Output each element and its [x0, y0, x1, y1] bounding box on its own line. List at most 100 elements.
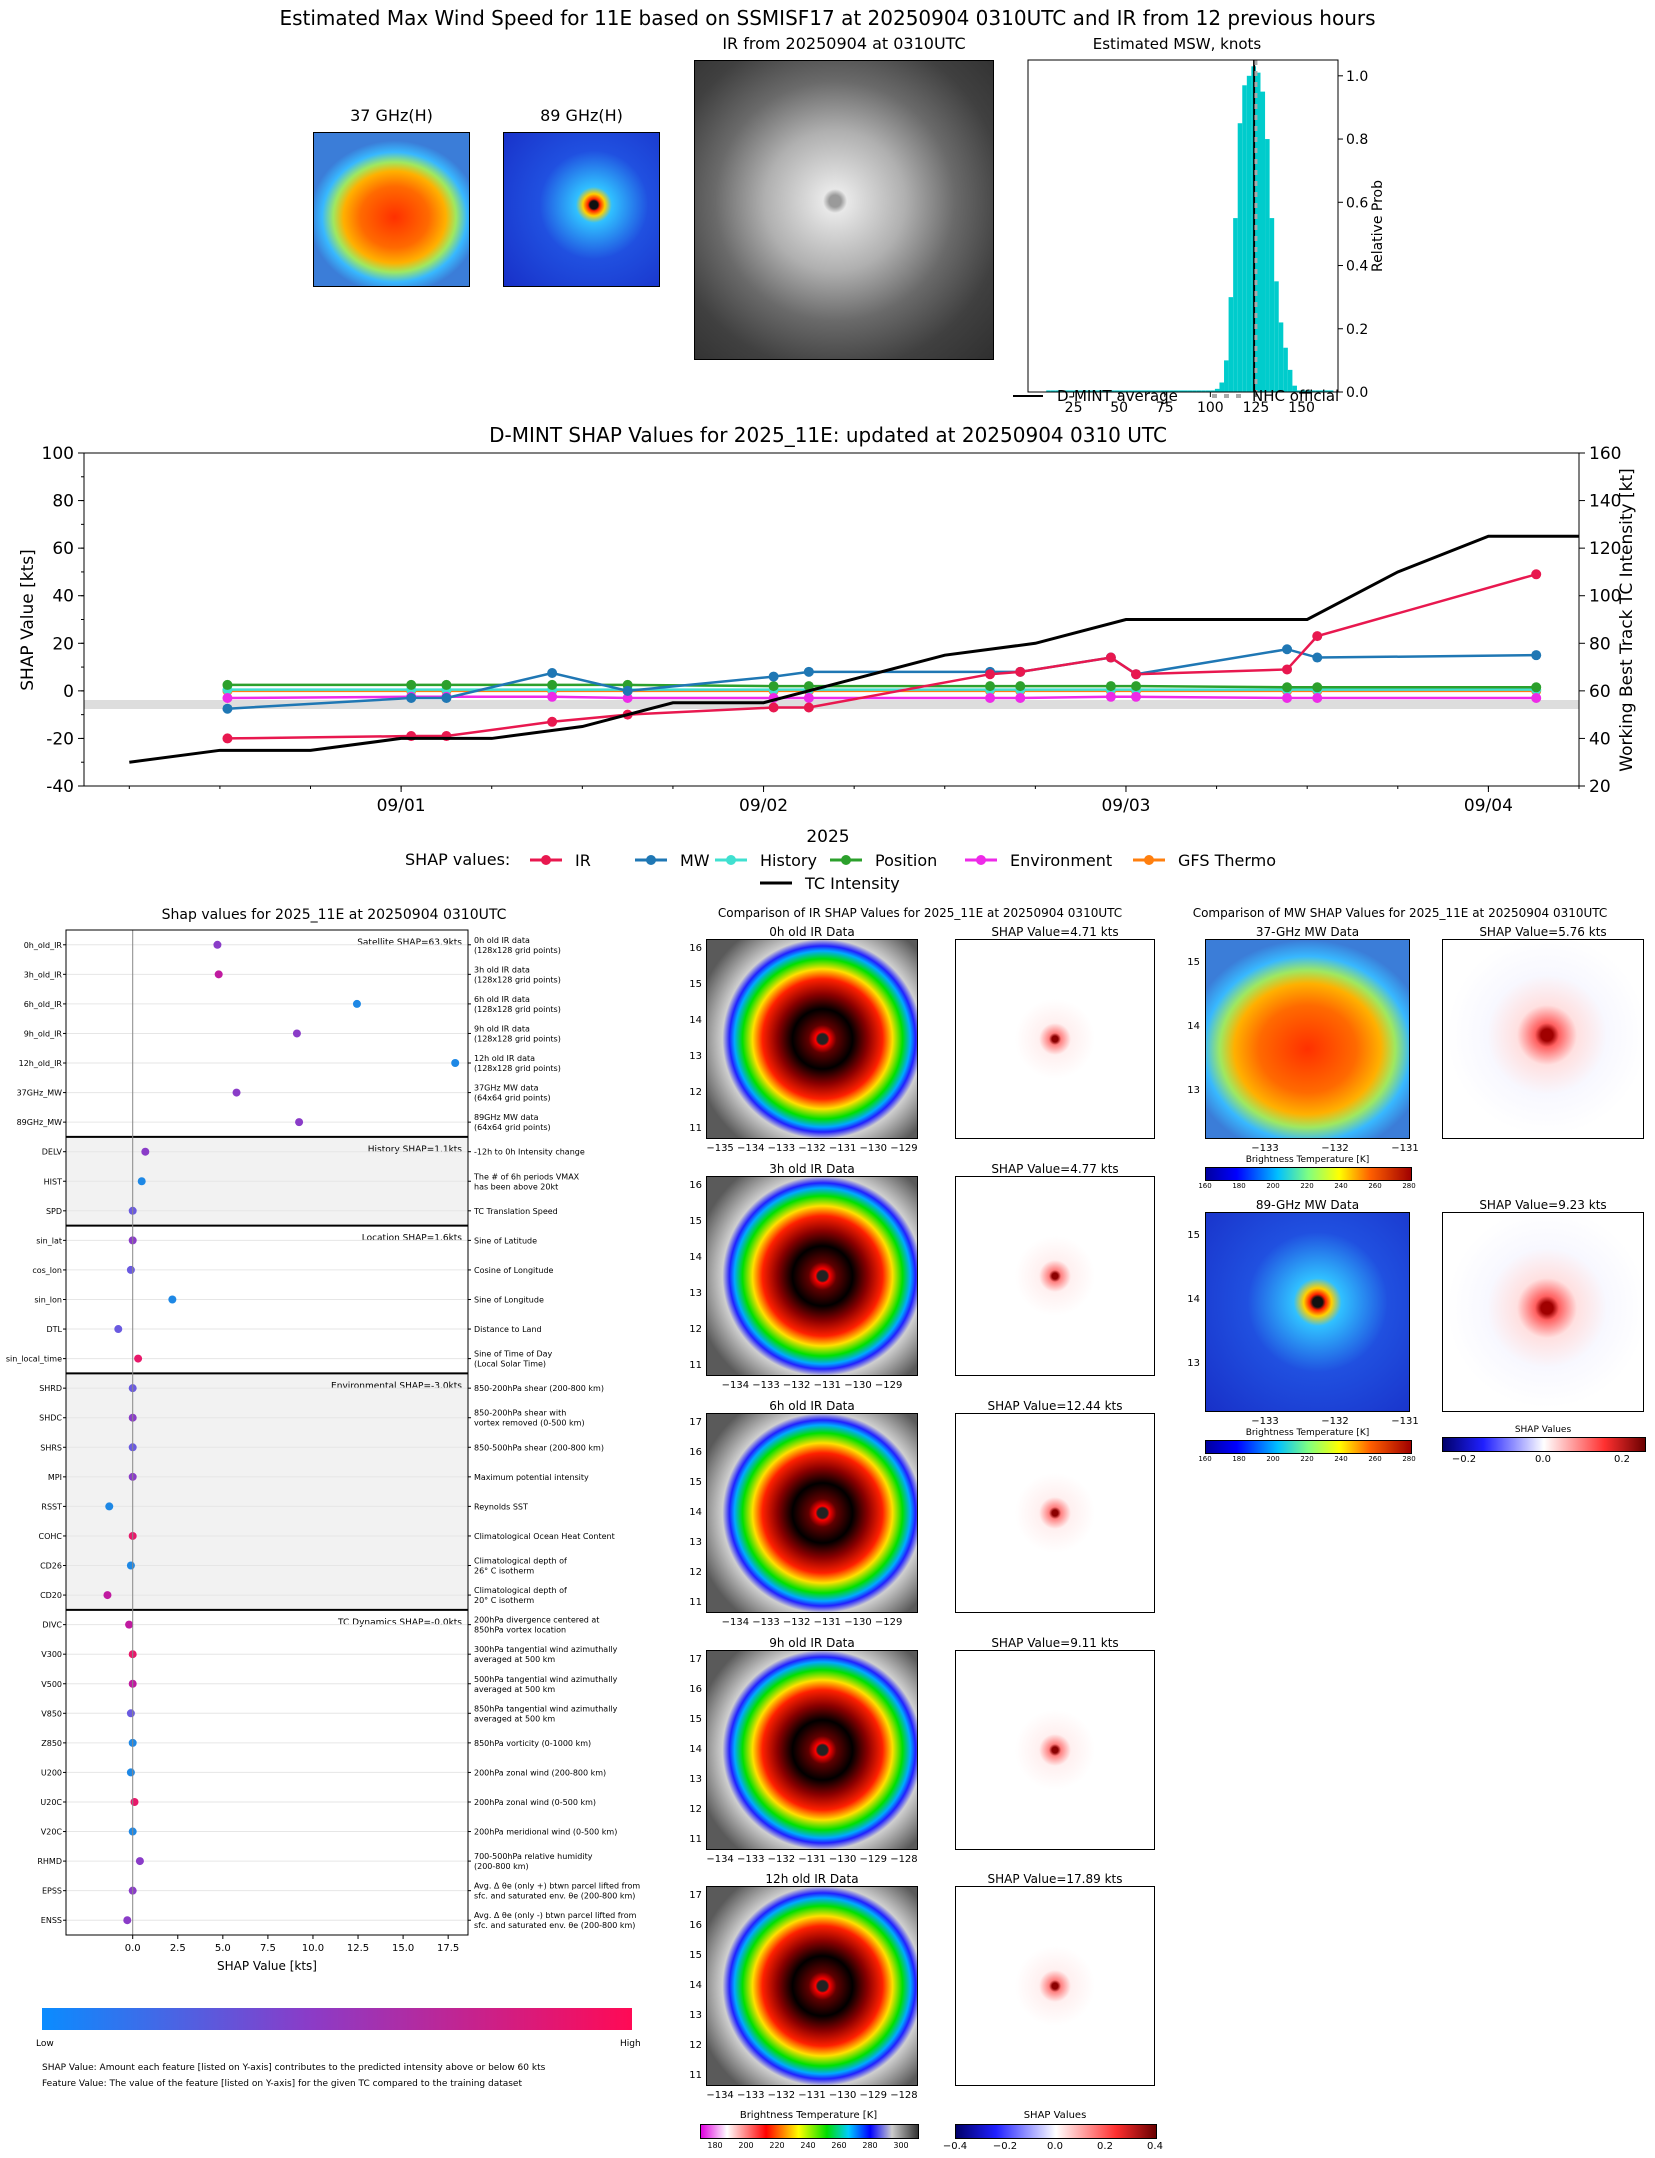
legend-marker [841, 855, 851, 865]
hist-bar [1196, 390, 1202, 392]
mw-row-bt-label: Brightness Temperature [K] [1245, 1155, 1370, 1165]
ir-ytick-label: 12 [689, 1567, 702, 1578]
ir-ytick-label: 12 [689, 2040, 702, 2051]
mw-bt-tick-label: 200 [1266, 1182, 1280, 1190]
hist-bar [1278, 322, 1284, 392]
ir-ytick-label: 12 [689, 1804, 702, 1815]
hist-bar [1100, 390, 1106, 392]
ir-row-yticks: 17 16 15 14 13 12 11 [682, 1886, 702, 2086]
hist-bar [1123, 390, 1129, 392]
hist-bars [1046, 66, 1334, 393]
series-point-mw [406, 692, 417, 703]
feature-name: CD20 [40, 1591, 62, 1600]
hist-bar [1096, 390, 1101, 392]
hist-bar [1160, 390, 1165, 392]
feature-point [126, 1265, 135, 1274]
ir-row-yticks: 17 16 15 14 13 12 11 [682, 1413, 702, 1613]
feature-description: Climatological Ocean Heat Content [474, 1532, 615, 1541]
hist-xtick-label: 25 [1065, 400, 1083, 415]
mw-bt-tick-label: 260 [1368, 1455, 1382, 1463]
shap-colorbar-label: SHAP Values [1023, 2110, 1087, 2121]
feature-name: DELV [42, 1148, 63, 1157]
mw-xtick-label: −131 [1391, 1143, 1419, 1154]
hist-bar [1242, 85, 1247, 393]
legend-label: Environment [1010, 851, 1112, 870]
hist-lines [1253, 60, 1258, 392]
series-line-position [227, 683, 1537, 689]
feature-point [126, 1561, 135, 1570]
ir-row-xticks: −134 −133 −132 −131 −130 −129 [721, 1617, 903, 1628]
feature-name: cos_lon [32, 1266, 62, 1275]
ts-legend-title: SHAP values: [405, 850, 510, 869]
mw-row-image [1205, 1212, 1410, 1412]
ir-ytick-label: 11 [689, 1597, 702, 1608]
ts-legend-items: IR MW History Position Environment GFS Thermo [530, 851, 1276, 870]
ts-yticks: -40 -20 0 20 40 60 80 100 [42, 444, 84, 797]
feature-name: Z850 [41, 1739, 62, 1748]
hist-bar [1214, 388, 1220, 392]
feature-point [126, 1768, 135, 1777]
hist-bar [1292, 385, 1297, 392]
series-point-ir [1312, 631, 1323, 642]
ir-ytick-label: 16 [689, 1447, 702, 1458]
feature-description: Avg. Δ θe (only +) btwn parcel lifted fr… [474, 1882, 640, 1891]
shap-tick-label: 0.4 [1147, 2141, 1163, 2152]
legend-marker [541, 855, 551, 865]
hist-bar [1141, 390, 1147, 392]
feature-name: ENSS [41, 1916, 62, 1925]
mw-bt-tick-label: 240 [1334, 1182, 1348, 1190]
mw-bt-tick-label: 260 [1368, 1182, 1382, 1190]
hist-bar [1128, 390, 1133, 392]
legend-marker [726, 855, 736, 865]
feature-description: 37GHz MW data [474, 1084, 539, 1093]
feature-description: (128x128 grid points) [474, 1034, 561, 1043]
ts-legend: SHAP values: IR MW History Position Environm… [405, 850, 1276, 893]
series-point-ir [1015, 666, 1026, 677]
hist-bar [1091, 390, 1097, 392]
ts-ylabel: SHAP Value [kts] [18, 549, 38, 691]
shap-colorbar-ticks: −0.4 −0.2 0.0 0.2 0.4 [943, 2141, 1163, 2153]
ir-ytick-label: 14 [689, 1507, 702, 1518]
feature-description: Sine of Longitude [474, 1295, 544, 1304]
hist-bar [1146, 390, 1152, 392]
ts-y2tick-label: 20 [1589, 777, 1611, 797]
shap-tick-label: 0.0 [1047, 2141, 1063, 2152]
feature-description: 12h old IR data [474, 1054, 535, 1063]
hist-xticks: 25 50 75 100 125 150 [1065, 392, 1315, 415]
hist-ytick-label: 0.2 [1346, 322, 1368, 338]
ts-y2tick-label: 80 [1589, 634, 1611, 654]
feature-point [105, 1502, 114, 1511]
feature-point [134, 1354, 143, 1363]
feature-point [135, 1857, 144, 1866]
ir-row-shap-title: SHAP Value=17.89 kts [987, 1872, 1123, 1886]
hist-bar [1301, 390, 1307, 392]
ghz37-title: 37 GHz(H) [350, 106, 433, 125]
hist-bar [1255, 72, 1261, 392]
ir-ytick-label: 11 [689, 1360, 702, 1371]
ts-ytick-label: -40 [46, 777, 74, 797]
series-point-position [985, 681, 996, 692]
ir-ytick-label: 15 [689, 1950, 702, 1961]
series-point-position [803, 681, 814, 692]
feature-name: HIST [44, 1177, 62, 1186]
tc-intensity-line [129, 534, 1579, 764]
series-point-environment [803, 692, 814, 703]
ir-ytick-label: 11 [689, 2070, 702, 2081]
feature-description: Climatological depth of [474, 1557, 567, 1566]
ir-ytick-label: 15 [689, 979, 702, 990]
feature-name: U20C [40, 1798, 62, 1807]
ir-ytick-label: 14 [689, 1015, 702, 1026]
bt-colorbar-label: Brightness Temperature [K] [739, 2110, 878, 2121]
bt-colorbar [700, 2124, 919, 2139]
hist-bar [1237, 123, 1243, 392]
feature-name: 89GHz_MW [17, 1118, 62, 1127]
series-point-ir [1531, 569, 1542, 580]
ir-row-yticks: 16 15 14 13 12 11 [682, 1176, 702, 1376]
msw-histogram-chart: Estimated MSW, knots 25 50 75 100 125 150 0.0… [1027, 35, 1386, 415]
ts-frame [83, 452, 1580, 787]
series-point-mw [222, 703, 233, 714]
hist-bar [1283, 347, 1288, 392]
hist-bar [1078, 390, 1083, 392]
feature-description: (128x128 grid points) [474, 975, 561, 984]
ir-row-shap-image [955, 1650, 1155, 1850]
